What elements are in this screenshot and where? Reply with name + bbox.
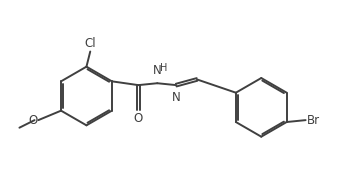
Text: O: O [28, 114, 37, 127]
Text: O: O [134, 112, 143, 125]
Text: H: H [160, 63, 168, 73]
Text: Br: Br [307, 114, 320, 127]
Text: N: N [153, 64, 162, 77]
Text: Cl: Cl [84, 37, 96, 50]
Text: N: N [172, 91, 181, 104]
